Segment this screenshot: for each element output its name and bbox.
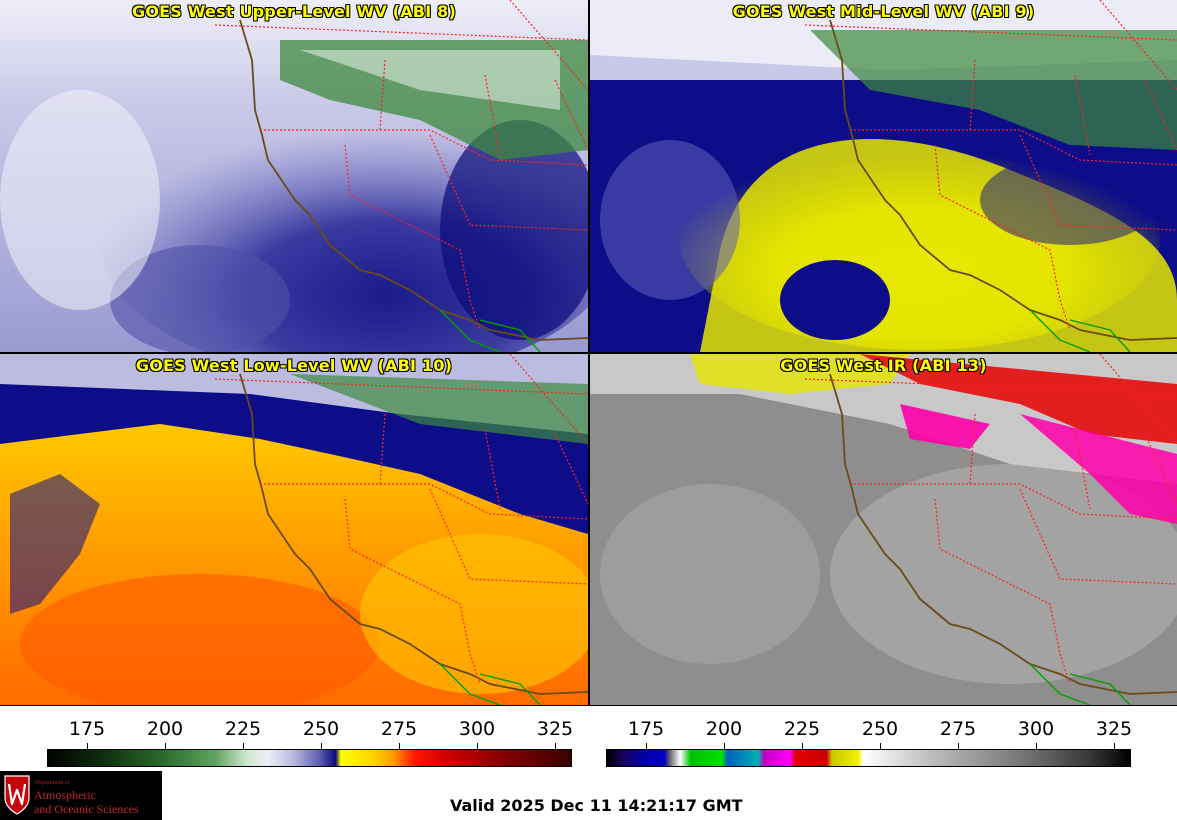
ir-panel: GOES West IR (ABI 13) [590,354,1177,705]
mexico-border [439,309,541,352]
state-borders [214,0,588,331]
valid-time-label: Valid 2025 Dec 11 14:21:17 GMT [450,796,743,815]
ir-tick-label: 275 [939,718,977,740]
ir-image [590,354,1177,705]
mid-level-wv-title: GOES West Mid-Level WV (ABI 9) [732,2,1035,21]
wv-tick-label: 325 [536,718,574,740]
logo-dept-text: Department of [35,780,70,786]
ir-tick-mark [802,743,803,749]
ir-tick-mark [958,743,959,749]
low-level-wv-panel: GOES West Low-Level WV (ABI 10) [0,354,588,705]
ir-tick-label: 175 [627,718,665,740]
panel-divider-horizontal [0,352,1177,354]
ir-tick-mark [880,743,881,749]
state-borders [804,354,1177,685]
low-level-wv-image [0,354,588,705]
ir-colorbar [606,749,1131,767]
ir-tick-label: 300 [1017,718,1055,740]
upper-level-wv-panel: GOES West Upper-Level WV (ABI 8) [0,0,588,352]
wv-tick-mark [399,743,400,749]
coastline [239,373,588,695]
wv-tick-label: 175 [68,718,106,740]
wv-tick-mark [165,743,166,749]
aos-logo: Department of Atmospheric and Oceanic Sc… [0,771,162,820]
upper-level-wv-image [0,0,588,352]
state-borders [804,0,1177,331]
wv-tick-mark [321,743,322,749]
ir-title: GOES West IR (ABI 13) [780,356,987,375]
mid-level-wv-image [590,0,1177,352]
ir-tick-mark [1114,743,1115,749]
wv-tick-mark [87,743,88,749]
logo-name-line2: and Oceanic Sciences [34,802,139,816]
wv-tick-mark [555,743,556,749]
mid-level-wv-panel: GOES West Mid-Level WV (ABI 9) [590,0,1177,352]
coastline [829,373,1177,695]
wv-colorbar [47,749,572,767]
low-level-wv-title: GOES West Low-Level WV (ABI 10) [135,356,453,375]
ir-tick-label: 250 [861,718,899,740]
ir-tick-label: 325 [1095,718,1133,740]
wv-tick-mark [243,743,244,749]
uw-crest-icon [4,775,30,815]
wv-tick-label: 225 [224,718,262,740]
coastline [829,19,1177,341]
mexico-border [1029,309,1131,352]
coastline [239,19,588,341]
logo-name-line1: Atmospheric [34,788,96,802]
mexico-border [439,663,541,705]
ir-tick-mark [1036,743,1037,749]
wv-tick-label: 300 [458,718,496,740]
ir-tick-label: 225 [783,718,821,740]
ir-tick-label: 200 [705,718,743,740]
upper-level-wv-title: GOES West Upper-Level WV (ABI 8) [132,2,456,21]
wv-tick-label: 200 [146,718,184,740]
ir-tick-mark [724,743,725,749]
ir-tick-mark [646,743,647,749]
mexico-border [1029,663,1131,705]
wv-tick-label: 250 [302,718,340,740]
image-bottom-rule [0,705,1177,706]
wv-tick-mark [477,743,478,749]
state-borders [214,354,588,685]
wv-tick-label: 275 [380,718,418,740]
